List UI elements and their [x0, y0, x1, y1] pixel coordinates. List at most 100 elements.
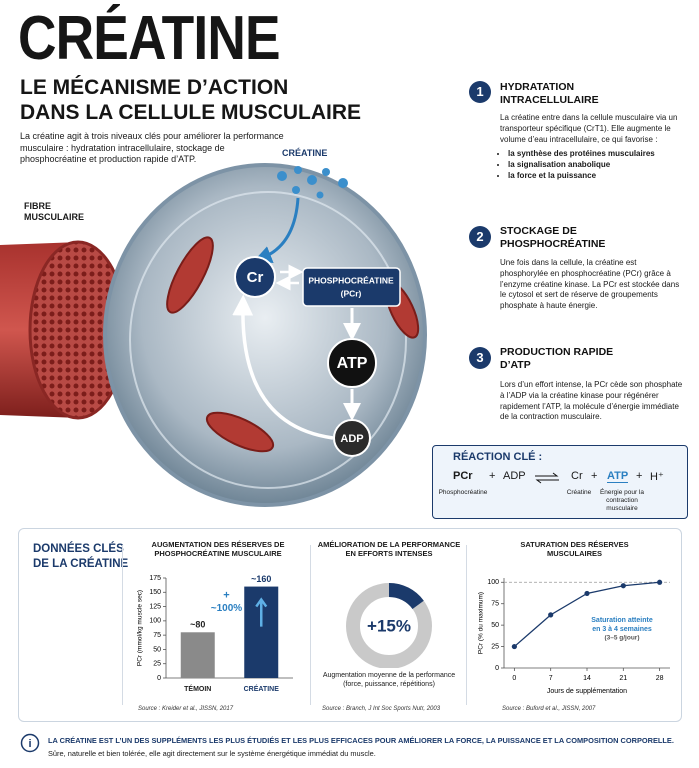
term: ATP	[607, 470, 629, 483]
term: H⁺	[650, 471, 664, 483]
bullet: la signalisation anabolique	[508, 160, 685, 171]
chart-svg: +15%	[346, 583, 432, 668]
term: Cr	[571, 470, 583, 482]
x-tick-label: 0	[512, 675, 516, 682]
step-text: La créatine entre dans la cellule muscul…	[500, 113, 685, 182]
title-line: D’ATP	[500, 358, 531, 371]
fiber-label: FIBRE MUSCULAIRE	[24, 201, 84, 224]
annotation: en 3 à 4 semaines	[592, 626, 652, 633]
source: Source : Buford et al., JISSN, 2007	[502, 706, 596, 712]
term-note: Énergie pour la contraction musculaire	[599, 489, 645, 512]
title-line: STOCKAGE DE	[500, 225, 577, 237]
step-number: 2	[469, 226, 491, 248]
annotation: Saturation atteinte	[591, 617, 653, 624]
chart: SATURATION DES RÉSERVES MUSCULAIRES 0 25 5…	[472, 538, 677, 718]
y-tick-label: 75	[491, 601, 499, 608]
cr-label: Cr	[247, 269, 264, 286]
bar	[180, 632, 215, 678]
chart-svg: 0 25 50 75 100 125 150 175 PCr (mmol/kg muscle s…	[137, 574, 293, 693]
key-data-title: DONNÉES CLÉS DE LA CRÉATINE	[33, 542, 128, 572]
x-tick-label: 14	[583, 675, 591, 682]
value-label: +15%	[367, 616, 411, 635]
x-axis-label: Jours de supplémentation	[547, 688, 627, 695]
step-number: 3	[469, 347, 491, 369]
x-tick-label: TÉMOIN	[184, 684, 211, 693]
chart: AUGMENTATION DES RÉSERVES DE PHOSPHOCRÉA…	[128, 538, 308, 718]
title-line: DONNÉES CLÉS	[33, 543, 124, 555]
donut-arc	[388, 583, 424, 610]
y-tick-label: 100	[487, 579, 499, 586]
step-title: STOCKAGE DE PHOSPHOCRÉATINE	[500, 225, 605, 250]
step-text: Lors d’un effort intense, la PCr cède so…	[500, 380, 683, 422]
caption: Augmentation moyenne de la performance (…	[322, 672, 456, 689]
creatine-label: CRÉATINE	[282, 148, 328, 158]
mitochondria	[166, 236, 420, 453]
divider	[122, 545, 123, 705]
chart-title: SATURATION DES RÉSERVES MUSCULAIRES	[520, 540, 629, 559]
point	[511, 643, 517, 650]
title-line: PRODUCTION RAPIDE	[500, 346, 614, 358]
term: +	[489, 470, 496, 482]
divider	[466, 545, 467, 705]
y-tick-label: 0	[157, 675, 161, 682]
y-tick-label: 50	[491, 622, 499, 629]
reaction-title: RÉACTION CLÉ :	[453, 451, 543, 463]
pcr-label: PHOSPHOCRÉATINE	[308, 275, 394, 285]
subtitle: LE MÉCANISME D’ACTION	[20, 76, 289, 99]
arrow	[253, 197, 300, 264]
divider	[310, 545, 311, 705]
bullet: la force et la puissance	[508, 171, 685, 182]
label-line: MUSCULAIRE	[24, 212, 84, 223]
cell	[103, 163, 427, 507]
x-tick-label: 28	[656, 675, 664, 682]
increase-arrow	[255, 597, 268, 627]
y-tick-label: 125	[149, 603, 161, 610]
step-number: 1	[469, 81, 491, 103]
atp-circle	[327, 338, 377, 388]
adp-label: ADP	[340, 433, 363, 445]
step-title: HYDRATATION INTRACELLULAIRE	[500, 81, 599, 106]
subtitle: DANS LA CELLULE MUSCULAIRE	[20, 101, 362, 124]
y-tick-label: 25	[491, 643, 499, 650]
y-tick-label: 100	[149, 618, 161, 625]
term: PCr	[453, 470, 473, 482]
title-line: PHOSPHOCRÉATINE	[500, 237, 606, 250]
value-label: ~160	[251, 574, 271, 584]
source: Source : Branch, J Int Soc Sports Nutr, …	[322, 706, 441, 712]
creatine-molecules	[277, 166, 348, 199]
y-axis-label: PCr (% du maximum)	[478, 592, 485, 654]
bullet-list: la synthèse des protéines musculairesla …	[500, 149, 685, 181]
point	[548, 612, 554, 618]
chart-title: AMÉLIORATION DE LA PERFORMANCE EN EFFORT…	[317, 540, 461, 559]
illustration: Cr PHOSPHOCRÉATINE (PCr) ATP ADP	[0, 163, 427, 507]
title-line: HYDRATATION	[500, 81, 575, 93]
x-tick-label: CRÉATINE	[244, 684, 280, 693]
annotation: (3–5 g/jour)	[604, 635, 639, 642]
step-text: Une fois dans la cellule, la créatine es…	[500, 258, 680, 311]
pcr-label: (PCr)	[341, 288, 362, 298]
x-tick-label: 7	[549, 675, 553, 682]
term: +	[591, 470, 598, 482]
cr-circle	[234, 256, 276, 298]
page-title: CRÉATINE	[18, 4, 281, 73]
adp-circle	[333, 419, 371, 457]
bullet: la synthèse des protéines musculaires	[508, 149, 685, 160]
term-note: Phosphocréatine	[438, 489, 488, 496]
y-tick-label: 150	[149, 589, 161, 596]
arrow	[232, 294, 334, 440]
reaction-box: RÉACTION CLÉ : PCr + ADP Cr + ATP + H⁺ P…	[432, 445, 688, 519]
source: Source : Kreider et al., JISSN, 2017	[138, 706, 234, 712]
term: +	[636, 470, 643, 482]
footer-headline: LA CRÉATINE EST L’UN DES SUPPLÉMENTS LES…	[48, 736, 674, 745]
info-icon: i	[20, 733, 40, 753]
annotation: ~100%	[211, 603, 243, 614]
step-title: PRODUCTION RAPIDE D’ATP	[500, 346, 613, 371]
y-tick-label: 175	[149, 575, 161, 582]
cell-membrane	[129, 191, 407, 489]
point	[620, 583, 626, 589]
y-tick-label: 50	[153, 646, 161, 653]
title-line: DE LA CRÉATINE	[33, 557, 129, 570]
intro: La créatine agit à trois niveaux clés po…	[20, 131, 284, 165]
